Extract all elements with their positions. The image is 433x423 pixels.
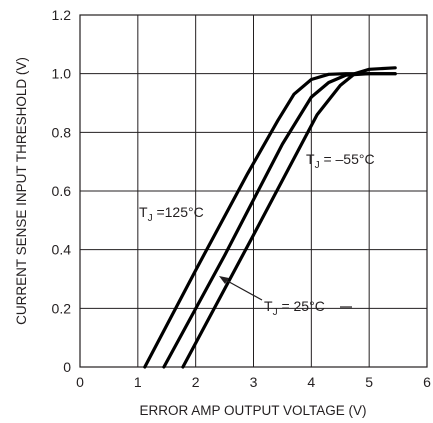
- x-tick-label: 3: [250, 374, 258, 390]
- plot-frame: [79, 14, 428, 368]
- x-tick-label: 1: [134, 374, 142, 390]
- series-label-25c: TJ = 25°C: [264, 298, 325, 318]
- y-tick-label: 1.0: [52, 66, 72, 82]
- leader-arrowhead-25c: [219, 276, 229, 284]
- y-tick-labels: 0 0.2 0.4 0.6 0.8 1.0 1.2: [52, 7, 72, 375]
- series-line-125c: [143, 72, 397, 369]
- x-axis-label: ERROR AMP OUTPUT VOLTAGE (V): [139, 403, 366, 418]
- series-annotations: TJ =125°C TJ = 25°C TJ = –55°C: [139, 151, 375, 318]
- x-tick-label: 4: [307, 374, 315, 390]
- series-line-25c: [162, 72, 397, 369]
- y-tick-label: 0.4: [52, 242, 72, 258]
- x-tick-label: 0: [76, 374, 84, 390]
- y-tick-label: 0.2: [52, 300, 72, 316]
- y-tick-label: 0.6: [52, 183, 72, 199]
- series-curves: [143, 66, 397, 369]
- x-tick-label: 6: [423, 374, 431, 390]
- y-tick-label: 0.8: [52, 124, 72, 140]
- x-tick-label: 5: [365, 374, 373, 390]
- y-tick-label: 1.2: [52, 7, 72, 23]
- series-label-125c: TJ =125°C: [139, 204, 204, 224]
- series-line-minus55c: [181, 66, 397, 369]
- y-axis-label: CURRENT SENSE INPUT THRESHOLD (V): [14, 57, 29, 325]
- x-tick-labels: 0 1 2 3 4 5 6: [76, 374, 431, 390]
- series-label-minus55c: TJ = –55°C: [306, 151, 375, 171]
- x-tick-label: 2: [192, 374, 200, 390]
- y-tick-label: 0: [63, 359, 71, 375]
- leader-line-25c: [221, 277, 263, 301]
